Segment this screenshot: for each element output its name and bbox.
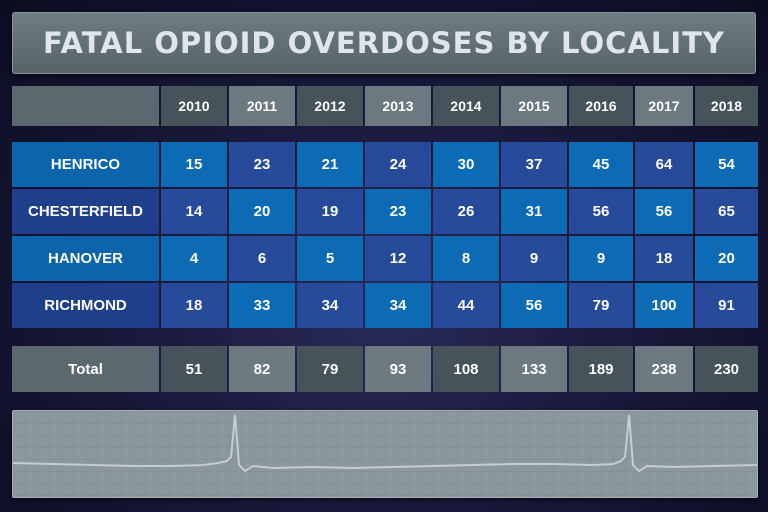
column-header: 2010: [161, 86, 227, 126]
total-cell: 133: [501, 346, 567, 392]
data-cell: 18: [161, 283, 227, 328]
column-header: 2012: [297, 86, 363, 126]
data-cell: 15: [161, 142, 227, 187]
data-cell: 6: [229, 236, 295, 281]
row-label: RICHMOND: [12, 283, 159, 328]
page-title: FATAL OPIOID OVERDOSES BY LOCALITY: [43, 26, 725, 60]
data-cell: 19: [297, 189, 363, 234]
data-cell: 20: [229, 189, 295, 234]
data-cell: 64: [635, 142, 693, 187]
data-cell: 56: [569, 189, 633, 234]
data-cell: 65: [695, 189, 758, 234]
data-cell: 26: [433, 189, 499, 234]
table-row: RICHMOND 18 33 34 34 44 56 79 100 91: [12, 283, 758, 328]
data-cell: 30: [433, 142, 499, 187]
header-row: 2010 2011 2012 2013 2014 2015 2016 2017 2018: [12, 86, 758, 126]
data-cell: 23: [365, 189, 431, 234]
table-row: CHESTERFIELD 14 20 19 23 26 31 56 56 65: [12, 189, 758, 234]
column-header: 2011: [229, 86, 295, 126]
total-cell: 51: [161, 346, 227, 392]
data-cell: 56: [501, 283, 567, 328]
ekg-line: [13, 414, 757, 473]
total-cell: 82: [229, 346, 295, 392]
header-corner: [12, 86, 159, 126]
data-cell: 20: [695, 236, 758, 281]
row-label: HANOVER: [12, 236, 159, 281]
data-cell: 33: [229, 283, 295, 328]
ekg-graph: [13, 411, 757, 497]
data-cell: 44: [433, 283, 499, 328]
data-cell: 12: [365, 236, 431, 281]
total-cell: 93: [365, 346, 431, 392]
total-cell: 108: [433, 346, 499, 392]
data-cell: 45: [569, 142, 633, 187]
row-label: HENRICO: [12, 142, 159, 187]
heartbeat-line-icon: [12, 410, 758, 498]
column-header: 2013: [365, 86, 431, 126]
total-cell: 79: [297, 346, 363, 392]
data-cell: 91: [695, 283, 758, 328]
data-cell: 4: [161, 236, 227, 281]
data-cell: 34: [365, 283, 431, 328]
ekg-grid: [13, 411, 757, 497]
total-label: Total: [12, 346, 159, 392]
data-cell: 18: [635, 236, 693, 281]
total-cell: 230: [695, 346, 758, 392]
data-cell: 9: [569, 236, 633, 281]
column-header: 2016: [569, 86, 633, 126]
data-cell: 37: [501, 142, 567, 187]
total-cell: 189: [569, 346, 633, 392]
data-cell: 31: [501, 189, 567, 234]
data-cell: 34: [297, 283, 363, 328]
table-row: HENRICO 15 23 21 24 30 37 45 64 54: [12, 142, 758, 187]
total-row: Total 51 82 79 93 108 133 189 238 230: [12, 346, 758, 392]
data-cell: 56: [635, 189, 693, 234]
column-header: 2017: [635, 86, 693, 126]
data-cell: 24: [365, 142, 431, 187]
data-cell: 79: [569, 283, 633, 328]
data-cell: 5: [297, 236, 363, 281]
data-cell: 8: [433, 236, 499, 281]
row-label: CHESTERFIELD: [12, 189, 159, 234]
table-row: HANOVER 4 6 5 12 8 9 9 18 20: [12, 236, 758, 281]
data-cell: 9: [501, 236, 567, 281]
data-cell: 14: [161, 189, 227, 234]
data-cell: 23: [229, 142, 295, 187]
column-header: 2015: [501, 86, 567, 126]
column-header: 2018: [695, 86, 758, 126]
data-cell: 21: [297, 142, 363, 187]
total-cell: 238: [635, 346, 693, 392]
title-banner: FATAL OPIOID OVERDOSES BY LOCALITY: [12, 12, 756, 74]
data-cell: 100: [635, 283, 693, 328]
data-cell: 54: [695, 142, 758, 187]
column-header: 2014: [433, 86, 499, 126]
